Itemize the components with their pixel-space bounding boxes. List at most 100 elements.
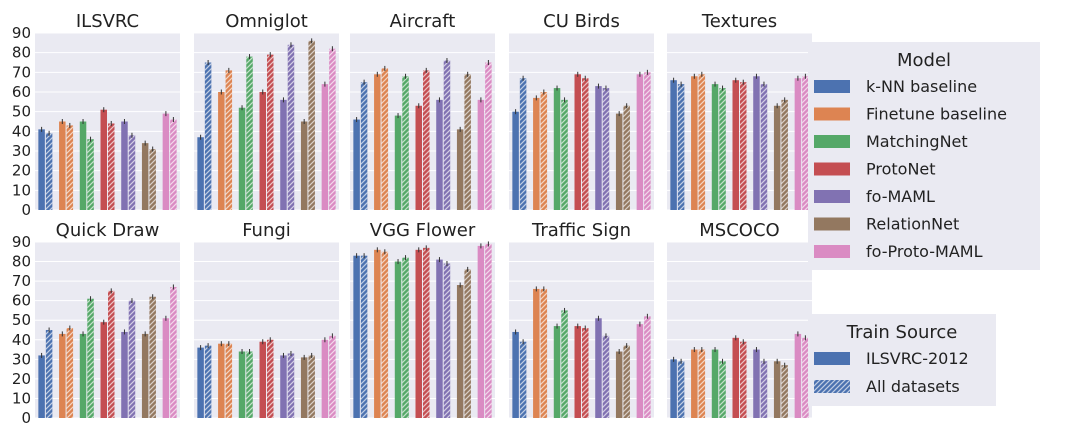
bar-hatch — [719, 361, 726, 418]
bar-ilsvrc — [615, 351, 623, 418]
bar-ilsvrc — [512, 111, 519, 210]
bar-hatch — [602, 335, 610, 418]
bar-ilsvrc — [300, 121, 308, 210]
bar-hatch — [602, 88, 610, 210]
bar-hatch — [45, 330, 53, 418]
panel-background — [194, 242, 339, 418]
bar-hatch — [485, 62, 492, 210]
panel-title: Traffic Sign — [531, 220, 631, 241]
y-tick-label: 0 — [21, 409, 31, 427]
bar-hatch — [540, 288, 548, 418]
bar-hatch — [485, 243, 492, 418]
bar-hatch — [464, 269, 471, 418]
panel-title: MSCOCO — [699, 220, 779, 241]
panel-cu-birds: CU Birds — [509, 11, 654, 211]
bar-ilsvrc — [141, 143, 149, 210]
bar-hatch — [66, 328, 74, 418]
bar-hatch — [87, 298, 94, 418]
legend-swatch — [814, 107, 850, 121]
bar-ilsvrc — [79, 121, 87, 210]
bar-hatch — [698, 74, 706, 210]
panel-background — [35, 33, 180, 210]
bar-ilsvrc — [553, 326, 561, 418]
bar-ilsvrc — [259, 92, 266, 210]
bar-hatch — [740, 341, 747, 418]
bar-hatch — [108, 290, 115, 418]
bar-hatch — [561, 310, 568, 418]
panel-aircraft: Aircraft — [350, 11, 495, 211]
bar-ilsvrc — [477, 245, 485, 418]
bar-ilsvrc — [141, 333, 149, 418]
bar-ilsvrc — [773, 361, 781, 418]
bar-ilsvrc — [753, 76, 760, 211]
bar-ilsvrc — [280, 355, 287, 418]
y-tick-label: 10 — [12, 181, 31, 199]
bar-hatch — [225, 343, 233, 418]
bar-ilsvrc — [374, 74, 381, 210]
bar-hatch — [360, 255, 368, 418]
bar-ilsvrc — [691, 349, 698, 418]
panel-background — [667, 242, 812, 418]
bar-hatch — [246, 351, 253, 418]
bar-ilsvrc — [615, 113, 623, 210]
panel-background — [194, 33, 339, 210]
bar-ilsvrc — [533, 288, 540, 418]
y-tick-label: 50 — [12, 311, 31, 329]
bar-hatch — [582, 78, 589, 210]
bar-ilsvrc — [670, 359, 677, 418]
panel-background — [667, 33, 812, 210]
bar-hatch — [423, 247, 430, 418]
bar-hatch — [308, 355, 315, 418]
bar-ilsvrc — [197, 137, 204, 210]
bar-ilsvrc — [512, 331, 519, 418]
legend-entry-label: ProtoNet — [866, 160, 936, 179]
bar-hatch — [698, 349, 706, 418]
bar-ilsvrc — [238, 107, 246, 210]
legend-layer: Model k-NN baseline Finetune baseline Match… — [808, 42, 1040, 406]
bar-ilsvrc — [100, 322, 107, 418]
bar-hatch — [149, 296, 156, 418]
bar-ilsvrc — [218, 92, 225, 210]
bar-ilsvrc — [773, 105, 781, 210]
y-tick-label: 80 — [12, 44, 31, 62]
bar-hatch — [644, 316, 651, 418]
y-tick-label: 30 — [12, 350, 31, 368]
y-tick-label: 30 — [12, 142, 31, 160]
legend-entry-label: All datasets — [866, 377, 960, 396]
bar-hatch — [519, 78, 527, 210]
panel-vgg-flower: VGG Flower — [350, 220, 495, 419]
bar-ilsvrc — [595, 318, 602, 418]
bar-hatch — [170, 286, 177, 418]
y-tick-label: 50 — [12, 103, 31, 121]
bar-hatch — [623, 345, 630, 418]
legend-entry-label: MatchingNet — [866, 132, 968, 151]
y-tick-label: 40 — [12, 122, 31, 140]
bar-ilsvrc — [636, 324, 644, 418]
y-tick-label: 0 — [21, 201, 31, 219]
bar-hatch — [802, 76, 809, 211]
bar-hatch — [719, 88, 726, 210]
y-tick-label: 40 — [12, 331, 31, 349]
bar-ilsvrc — [121, 331, 128, 418]
bar-ilsvrc — [38, 129, 45, 210]
bar-hatch — [582, 328, 589, 418]
bar-ilsvrc — [415, 105, 422, 210]
bar-ilsvrc — [197, 347, 204, 418]
bar-hatch — [443, 60, 451, 211]
y-tick-label: 90 — [12, 24, 31, 42]
legend-entry-label: k-NN baseline — [866, 77, 977, 96]
bar-ilsvrc — [38, 355, 45, 418]
bar-ilsvrc — [574, 74, 581, 210]
bar-hatch — [329, 335, 336, 418]
bar-hatch — [760, 84, 768, 210]
legend-model: Model k-NN baseline Finetune baseline Match… — [808, 42, 1040, 270]
bar-ilsvrc — [121, 121, 128, 210]
legend-entry-label: fo-MAML — [866, 187, 935, 206]
panel-background — [509, 33, 654, 210]
y-tick-label: 70 — [12, 272, 31, 290]
y-tick-label: 90 — [12, 233, 31, 251]
bar-hatch — [423, 70, 430, 210]
bar-hatch — [149, 149, 156, 210]
bar-hatch — [402, 76, 409, 211]
bar-ilsvrc — [732, 337, 739, 418]
